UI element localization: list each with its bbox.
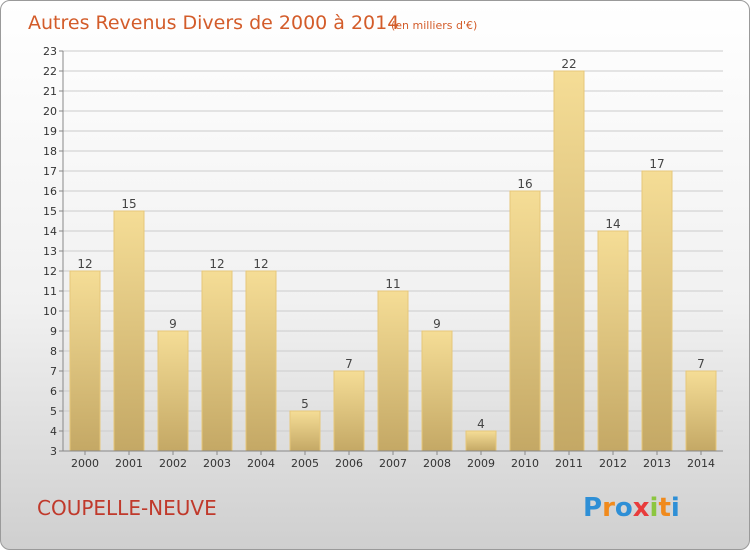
- y-tick-label: 12: [43, 265, 57, 278]
- value-label-2001: 15: [121, 197, 136, 211]
- x-tick-label-2002: 2002: [159, 457, 187, 470]
- x-tick-label-2007: 2007: [379, 457, 407, 470]
- x-tick-label-2008: 2008: [423, 457, 451, 470]
- bar-2000: [69, 270, 101, 452]
- bar-2009: [465, 430, 497, 452]
- value-label-2009: 4: [477, 417, 485, 431]
- y-tick-label: 21: [43, 85, 57, 98]
- bar-2013: [641, 170, 673, 452]
- y-tick-label: 4: [50, 425, 57, 438]
- y-tick-label: 9: [50, 325, 57, 338]
- x-axis: 2000 2001 2002 2003 2004 2005 2006 2007 2008 2009…: [71, 451, 715, 470]
- bar-2012: [597, 230, 629, 452]
- x-tick-label-2011: 2011: [555, 457, 583, 470]
- x-tick-label-2014: 2014: [687, 457, 715, 470]
- bar-2014: [685, 370, 717, 452]
- y-tick-label: 10: [43, 305, 57, 318]
- y-tick-label: 23: [43, 45, 57, 58]
- y-tick-label: 6: [50, 385, 57, 398]
- y-tick-label: 22: [43, 65, 57, 78]
- y-tick-label: 15: [43, 205, 57, 218]
- x-tick-label-2000: 2000: [71, 457, 99, 470]
- chart-title: Autres Revenus Divers de 2000 à 2014: [28, 12, 399, 34]
- value-label-2012: 14: [605, 217, 620, 231]
- y-tick-label: 18: [43, 145, 57, 158]
- x-tick-label-2005: 2005: [291, 457, 319, 470]
- value-label-2006: 7: [345, 357, 353, 371]
- x-tick-label-2001: 2001: [115, 457, 143, 470]
- value-label-2014: 7: [697, 357, 705, 371]
- chart-subtitle: (en milliers d'€): [391, 19, 477, 32]
- y-tick-label: 11: [43, 285, 57, 298]
- y-tick-label: 17: [43, 165, 57, 178]
- value-label-2000: 12: [77, 257, 92, 271]
- value-label-2013: 17: [649, 157, 664, 171]
- proxiti-logo: Proxiti: [583, 493, 680, 523]
- x-tick-label-2009: 2009: [467, 457, 495, 470]
- x-tick-label-2003: 2003: [203, 457, 231, 470]
- value-label-2003: 12: [209, 257, 224, 271]
- bar-2003: [201, 270, 233, 452]
- y-tick-label: 20: [43, 105, 57, 118]
- value-label-2011: 22: [561, 57, 576, 71]
- value-labels: 12 15 9 12 12 5 7 11 9 4 16 22 14 17 7: [77, 57, 704, 431]
- y-tick-label: 3: [50, 445, 57, 458]
- bar-2011: [553, 70, 585, 452]
- bars: [69, 70, 717, 452]
- value-label-2008: 9: [433, 317, 441, 331]
- bar-2006: [333, 370, 365, 452]
- x-tick-label-2012: 2012: [599, 457, 627, 470]
- value-label-2010: 16: [517, 177, 532, 191]
- value-label-2005: 5: [301, 397, 309, 411]
- x-tick-label-2006: 2006: [335, 457, 363, 470]
- y-tick-label: 14: [43, 225, 57, 238]
- y-tick-label: 7: [50, 365, 57, 378]
- bar-2010: [509, 190, 541, 452]
- bar-2001: [113, 210, 145, 452]
- bar-2004: [245, 270, 277, 452]
- y-axis: 3 4 5 6 7 8 9 10 11 12 13 14 15 16 17 18 19 20 21 22 23: [43, 45, 63, 458]
- value-label-2007: 11: [385, 277, 400, 291]
- x-tick-label-2004: 2004: [247, 457, 275, 470]
- bar-2008: [421, 330, 453, 452]
- y-tick-label: 5: [50, 405, 57, 418]
- y-tick-label: 13: [43, 245, 57, 258]
- bar-2005: [289, 410, 321, 452]
- x-tick-label-2010: 2010: [511, 457, 539, 470]
- location-name: COUPELLE-NEUVE: [37, 496, 217, 520]
- y-tick-label: 19: [43, 125, 57, 138]
- value-label-2002: 9: [169, 317, 177, 331]
- y-tick-label: 16: [43, 185, 57, 198]
- bar-2007: [377, 290, 409, 452]
- value-label-2004: 12: [253, 257, 268, 271]
- x-tick-label-2013: 2013: [643, 457, 671, 470]
- y-tick-label: 8: [50, 345, 57, 358]
- bar-2002: [157, 330, 189, 452]
